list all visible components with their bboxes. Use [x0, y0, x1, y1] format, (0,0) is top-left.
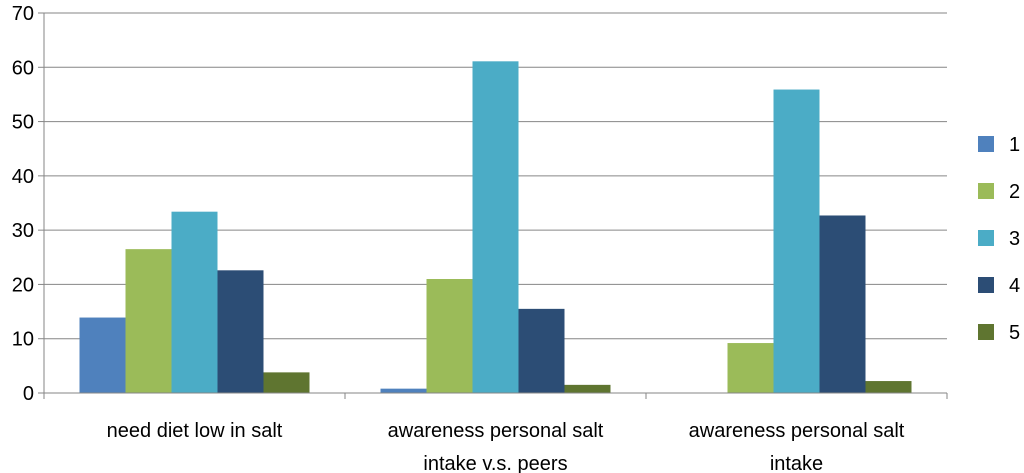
bar: [865, 381, 912, 393]
bar: [727, 343, 774, 393]
bar: [518, 308, 565, 393]
bar: [564, 384, 611, 393]
y-tick-label: 50: [12, 112, 34, 134]
y-tick-label: 70: [12, 3, 34, 25]
legend-label: 3: [1009, 228, 1020, 250]
bar: [171, 211, 218, 393]
bar: [263, 372, 310, 393]
legend-label: 2: [1009, 181, 1020, 203]
category-label: awareness personal salt: [689, 420, 905, 442]
bar: [773, 89, 820, 394]
y-tick-label: 60: [12, 57, 34, 79]
category-labels: need diet low in salt awareness personal …: [107, 420, 905, 473]
bar: [472, 61, 519, 394]
bar: [426, 279, 473, 393]
category-label: intake v.s. peers: [423, 453, 567, 473]
legend: 1 2 3 4 5: [978, 134, 1020, 344]
category-label: need diet low in salt: [107, 420, 283, 442]
bar: [217, 270, 264, 393]
legend-swatch: [978, 183, 994, 199]
legend-label: 1: [1009, 134, 1020, 156]
legend-label: 4: [1009, 275, 1020, 297]
bar: [125, 249, 172, 393]
legend-swatch: [978, 277, 994, 293]
axes: [43, 13, 948, 399]
bar: [380, 388, 427, 393]
bars: [79, 61, 912, 394]
y-tick-label: 40: [12, 166, 34, 188]
legend-swatch: [978, 136, 994, 152]
y-tick-label: 10: [12, 329, 34, 351]
legend-swatch: [978, 230, 994, 246]
category-label: awareness personal salt: [388, 420, 604, 442]
legend-swatch: [978, 324, 994, 340]
y-axis-tick-labels: 0 10 20 30 40 50 60 70: [12, 3, 44, 405]
y-tick-label: 30: [12, 220, 34, 242]
category-label: intake: [770, 453, 823, 473]
y-tick-label: 20: [12, 274, 34, 296]
bar: [79, 317, 126, 393]
bar: [819, 215, 866, 393]
y-tick-label: 0: [23, 383, 34, 405]
legend-label: 5: [1009, 322, 1020, 344]
